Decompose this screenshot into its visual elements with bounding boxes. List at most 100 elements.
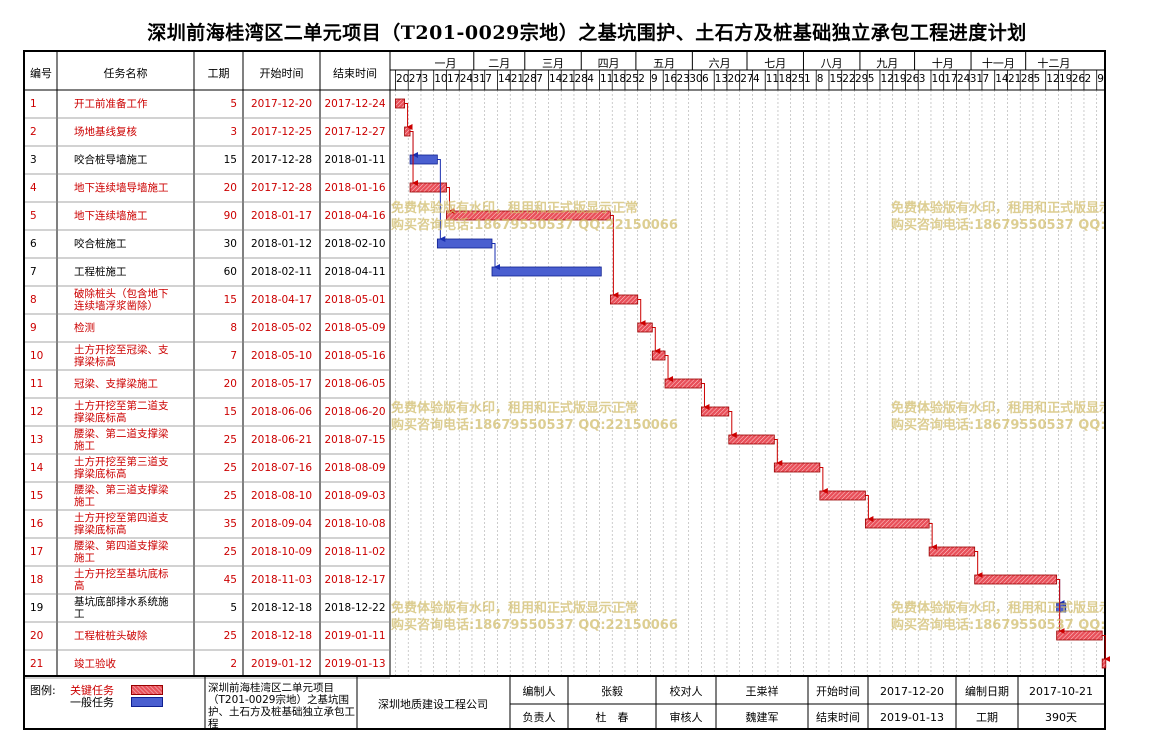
col-header-start: 开始时间 [259, 67, 304, 80]
task-bar [436, 238, 493, 249]
month-label: 十二月 [1037, 57, 1071, 70]
dependency-link [701, 383, 710, 410]
task-name: 连续墙浮浆凿除） [74, 300, 158, 312]
col-header-duration: 工期 [207, 67, 230, 80]
watermark-text: 免费体验版有水印，租用和正式版显示正常购买咨询电话:18679550537 QQ… [391, 201, 678, 233]
dependency-link [652, 327, 661, 354]
month-label: 七月 [764, 57, 787, 70]
month-label: 一月 [434, 57, 457, 70]
start-label: 开始时间 [816, 685, 860, 698]
week-label: 30 [689, 73, 703, 85]
task-end: 2018-07-15 [324, 434, 386, 446]
week-label: 19 [893, 73, 907, 85]
task-duration: 25 [223, 490, 237, 502]
period-label: 工期 [976, 711, 998, 724]
month-label: 十一月 [981, 57, 1015, 70]
week-label: 20 [727, 73, 741, 85]
task-id: 4 [30, 182, 37, 194]
task-start: 2018-10-09 [250, 546, 313, 558]
week-label: 4 [752, 73, 760, 85]
task-start: 2018-08-10 [250, 490, 313, 502]
footer-project-name: 深圳前海桂湾区二单元项目（T201-0029宗地）之基坑围护、土石方及桩基础独立… [208, 682, 355, 730]
task-end: 2018-08-09 [324, 462, 386, 474]
week-label: 10 [931, 73, 945, 85]
month-label: 三月 [542, 57, 564, 70]
week-label: 11 [599, 73, 614, 85]
task-name: 地下连续墙导墙施工 [74, 182, 169, 194]
task-start: 2018-02-11 [250, 266, 313, 278]
task-name: 腰梁、第四道支撑梁 [74, 540, 169, 552]
task-duration: 25 [223, 630, 237, 642]
manager-label: 负责人 [522, 711, 556, 724]
dependency-link [728, 411, 737, 438]
month-label: 四月 [597, 57, 620, 70]
week-label: 13 [714, 73, 729, 85]
week-label: 3 [918, 73, 926, 85]
task-bar [701, 406, 730, 417]
task-name: 施工 [74, 440, 95, 452]
task-name: 开工前准备工作 [74, 98, 148, 110]
task-end: 2018-10-08 [324, 518, 386, 530]
week-label: 28 [1020, 73, 1035, 85]
col-header-name: 任务名称 [103, 67, 148, 80]
dependency-link [819, 467, 828, 494]
task-start: 2018-05-10 [250, 350, 313, 362]
week-label: 3 [421, 73, 429, 85]
task-duration: 5 [230, 98, 237, 110]
task-name: 工 [74, 608, 85, 620]
task-name: 基坑底部排水系统施 [74, 596, 169, 608]
task-bar [409, 154, 438, 165]
task-bar [404, 126, 411, 137]
task-bar [491, 266, 602, 277]
task-duration: 7 [230, 350, 237, 362]
watermark-text: 免费体验版有水印，租用和正式版显示正常购买咨询电话:18679550537 QQ… [391, 601, 678, 633]
task-id: 10 [30, 350, 44, 362]
task-start: 2017-12-28 [250, 154, 313, 166]
task-id: 21 [30, 658, 44, 670]
task-end: 2019-01-13 [324, 658, 386, 670]
task-id: 15 [30, 490, 44, 502]
month-label: 八月 [820, 57, 843, 70]
dependency-link [446, 187, 455, 214]
week-label: 10 [434, 73, 448, 85]
task-duration: 15 [223, 294, 237, 306]
dependency-link [492, 243, 500, 270]
week-label: 20 [395, 73, 410, 85]
task-name: 施工 [74, 496, 95, 508]
week-label: 21 [510, 73, 525, 85]
task-name: 土方开挖至冠梁、支 [74, 344, 169, 356]
task-name: 撑梁底标高 [74, 468, 127, 480]
week-label: 25 [625, 73, 639, 85]
task-id: 16 [30, 518, 44, 530]
task-id: 11 [30, 378, 44, 390]
month-label: 五月 [653, 57, 676, 70]
task-name: 咬合桩导墙施工 [74, 154, 148, 166]
month-label: 六月 [708, 57, 731, 70]
week-label: 7 [982, 73, 990, 85]
week-label: 5 [867, 73, 875, 85]
task-duration: 45 [223, 574, 237, 586]
task-start: 2018-01-12 [250, 238, 313, 250]
task-name: 土方开挖至第四道支 [74, 512, 169, 524]
end-label: 结束时间 [816, 711, 860, 724]
task-name: 土方开挖至第二道支 [74, 400, 169, 412]
task-start: 2017-12-25 [250, 126, 313, 138]
task-end: 2018-11-02 [324, 546, 386, 558]
task-duration: 90 [223, 210, 237, 222]
task-duration: 15 [223, 406, 237, 418]
task-id: 17 [30, 546, 44, 558]
task-id: 3 [30, 154, 37, 166]
week-label: 1 [803, 73, 811, 85]
reviewer-label: 审核人 [669, 711, 703, 724]
task-duration: 35 [223, 518, 237, 530]
week-label: 4 [587, 73, 594, 85]
week-label: 31 [969, 73, 984, 85]
end-value: 2019-01-13 [880, 711, 944, 724]
dependency-link [974, 551, 983, 578]
task-duration: 25 [223, 462, 237, 474]
week-label: 31 [472, 73, 486, 85]
task-bar [637, 322, 653, 333]
task-id: 6 [30, 238, 37, 250]
task-start: 2018-06-21 [250, 434, 313, 446]
